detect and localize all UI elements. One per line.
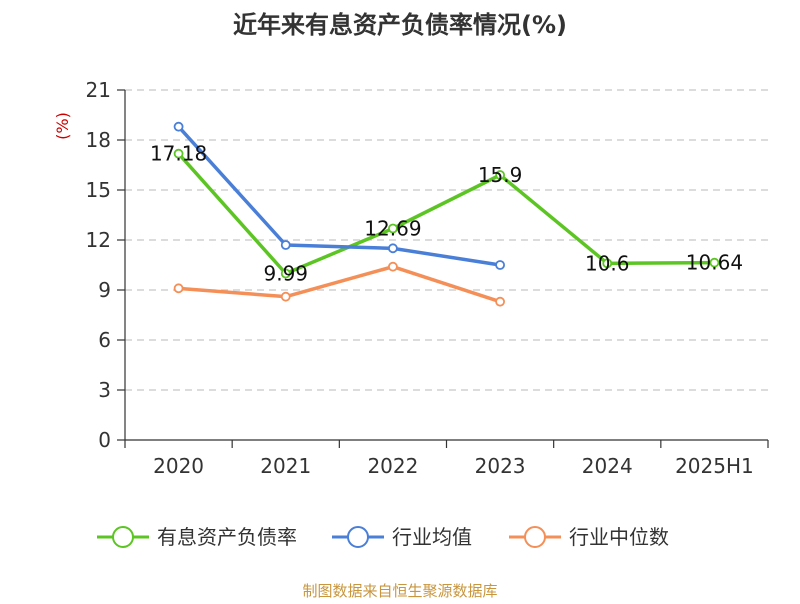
data-label: 10.64 bbox=[686, 251, 743, 275]
y-tick-label: 15 bbox=[86, 178, 111, 202]
y-tick-label: 18 bbox=[86, 128, 111, 152]
data-labels: 17.18 9.99 12.69 15.9 10.6 10.64 bbox=[150, 142, 743, 286]
y-axis-unit-label: (%) bbox=[53, 112, 72, 140]
x-tick-label: 2022 bbox=[367, 454, 418, 478]
data-point[interactable] bbox=[495, 296, 505, 307]
legend[interactable]: 有息资产负债率 行业均值 行业中位数 bbox=[97, 525, 669, 549]
legend-item-0[interactable]: 有息资产负债率 bbox=[97, 525, 297, 549]
series-0 bbox=[173, 148, 720, 279]
data-label: 10.6 bbox=[585, 251, 630, 275]
source-note: 制图数据来自恒生聚源数据库 bbox=[302, 582, 497, 600]
data-point[interactable] bbox=[280, 268, 291, 279]
data-point[interactable] bbox=[173, 148, 184, 159]
legend-label: 行业中位数 bbox=[569, 525, 669, 549]
data-label: 17.18 bbox=[150, 142, 207, 166]
legend-item-2[interactable]: 行业中位数 bbox=[509, 525, 669, 549]
data-point[interactable] bbox=[602, 258, 613, 269]
y-tick-label: 21 bbox=[86, 78, 111, 102]
legend-label: 有息资产负债率 bbox=[157, 525, 297, 549]
series-line bbox=[176, 151, 717, 276]
y-tick-label: 0 bbox=[98, 428, 111, 452]
data-point[interactable] bbox=[173, 283, 184, 294]
y-tick-label: 9 bbox=[98, 278, 111, 302]
data-point[interactable] bbox=[280, 291, 291, 302]
x-tick-label: 2024 bbox=[582, 454, 633, 478]
series-lines bbox=[173, 121, 720, 307]
x-tick-label: 2023 bbox=[475, 454, 526, 478]
x-tick-label: 2025H1 bbox=[675, 454, 754, 478]
legend-item-1[interactable]: 行业均值 bbox=[332, 525, 472, 549]
legend-marker bbox=[112, 526, 134, 548]
data-point[interactable] bbox=[280, 240, 291, 250]
data-point[interactable] bbox=[495, 260, 505, 270]
y-tick-label: 3 bbox=[98, 378, 111, 402]
legend-marker bbox=[347, 526, 369, 548]
data-label: 15.9 bbox=[478, 163, 523, 187]
data-point[interactable] bbox=[388, 223, 398, 234]
y-tick-label: 6 bbox=[98, 328, 111, 352]
y-tick-label: 12 bbox=[86, 228, 111, 252]
series-1 bbox=[173, 121, 505, 270]
series-line bbox=[176, 264, 502, 304]
grid-lines bbox=[125, 89, 768, 391]
data-point[interactable] bbox=[173, 121, 184, 132]
legend-label: 行业均值 bbox=[392, 525, 472, 549]
chart-title: 近年来有息资产负债率情况(%) bbox=[233, 11, 567, 39]
series-line bbox=[176, 124, 502, 267]
x-tick-label: 2021 bbox=[260, 454, 311, 478]
x-tick-label: 2020 bbox=[153, 454, 204, 478]
data-point[interactable] bbox=[709, 257, 720, 268]
data-point[interactable] bbox=[388, 243, 398, 254]
data-point[interactable] bbox=[388, 261, 398, 272]
data-label: 9.99 bbox=[263, 262, 308, 286]
axes: 0 3 6 9 12 15 18 21 2020 2021 2022 2023 2024 2025H1 bbox=[86, 78, 769, 478]
data-label: 12.69 bbox=[364, 217, 421, 241]
legend-marker bbox=[524, 526, 546, 548]
data-point[interactable] bbox=[495, 170, 505, 180]
series-2 bbox=[173, 261, 505, 307]
